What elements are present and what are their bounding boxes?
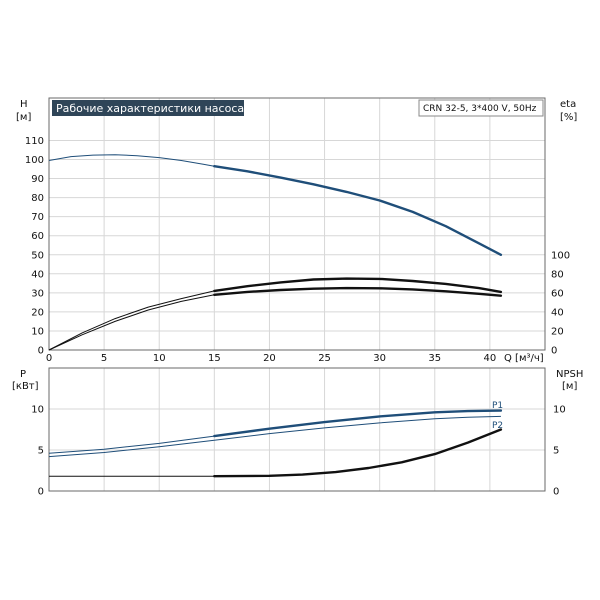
top-tick-labels: 0 10 20 30 40 50 60 70 80 90 100 110 0 20 40 60 80 100 0 5 1… [25,136,570,364]
title-box [52,100,244,116]
x-tick-label: 0 [46,353,52,364]
x-tick-label: 40 [484,353,497,364]
top-plot-frame [48,97,546,351]
y-tick-label-head: 50 [31,250,44,261]
y-tick-label-head: 0 [38,346,44,357]
y-tick-label-head: 20 [31,307,44,318]
y-tick-label-power: 10 [31,405,44,416]
efficiency-curve-thin [48,294,215,351]
y-tick-label-head: 110 [25,136,44,147]
y-axis-unit-power: [кВт] [12,381,39,392]
x-axis-label: Q [м³/ч] [504,353,544,364]
y-tick-label-head: 10 [31,326,44,337]
y-tick-label-head: 100 [25,155,44,166]
y-axis-unit-npsh: [м] [562,381,577,392]
y-tick-label-head: 60 [31,231,44,242]
y-tick-label-npsh: 10 [553,405,566,416]
npsh-curve-operating [213,428,503,478]
y-tick-label-head: 80 [31,193,44,204]
chart-title: Рабочие характеристики насоса [56,102,244,115]
y-tick-label-eta: 0 [551,346,557,357]
x-tick-label: 35 [428,353,441,364]
y-axis-label-head: H [20,99,28,110]
head-curve-thin [48,154,215,167]
efficiency-curve-operating [213,286,503,297]
p2-curve-thin [48,415,501,458]
y-tick-label-eta: 60 [551,288,564,299]
series-label-p2: P2 [492,421,503,431]
subtitle-box [418,99,544,117]
y-axis-label-npsh: NPSH [556,369,583,380]
y-tick-label-head: 90 [31,174,44,185]
y-tick-label-npsh: 5 [553,446,559,457]
efficiency-curve-operating [213,277,503,294]
p1-curve-operating [213,409,503,438]
y-axis-unit-eta: [%] [560,112,577,123]
series-label-p1: P1 [492,401,503,411]
y-tick-label-npsh: 0 [553,487,559,498]
x-tick-label: 20 [263,353,276,364]
y-axis-unit-head: [м] [16,112,31,123]
x-tick-label: 5 [101,353,107,364]
y-tick-label-head: 30 [31,288,44,299]
y-tick-label-head: 40 [31,269,44,280]
bottom-curves [48,409,503,478]
x-tick-label: 30 [373,353,386,364]
head-curve-operating [213,164,503,257]
y-tick-label-eta: 80 [551,269,564,280]
y-tick-label-eta: 100 [551,250,570,261]
x-tick-label: 15 [208,353,221,364]
top-curves [48,154,503,351]
y-tick-label-power: 0 [38,487,44,498]
chart-subtitle: CRN 32-5, 3*400 V, 50Hz [423,104,537,114]
x-tick-label: 25 [318,353,331,364]
bottom-plot-frame [48,367,546,492]
y-tick-label-eta: 40 [551,307,564,318]
y-tick-label-power: 5 [38,446,44,457]
efficiency-curve-thin [48,290,215,351]
y-tick-label-head: 70 [31,212,44,223]
y-axis-label-eta: eta [560,99,576,110]
y-tick-label-eta: 20 [551,326,564,337]
y-axis-label-power: P [20,369,26,380]
p1-curve-thin [48,435,215,454]
x-tick-label: 10 [153,353,166,364]
head-efficiency-panel: 0 10 20 30 40 50 60 70 80 90 100 110 0 20 40 60 80 100 0 5 1… [16,97,577,364]
power-npsh-panel: 0 5 10 0 5 10 P [кВт] NPSH [м] P1 P2 [12,367,583,498]
bottom-tick-labels: 0 5 10 0 5 10 [31,405,565,498]
